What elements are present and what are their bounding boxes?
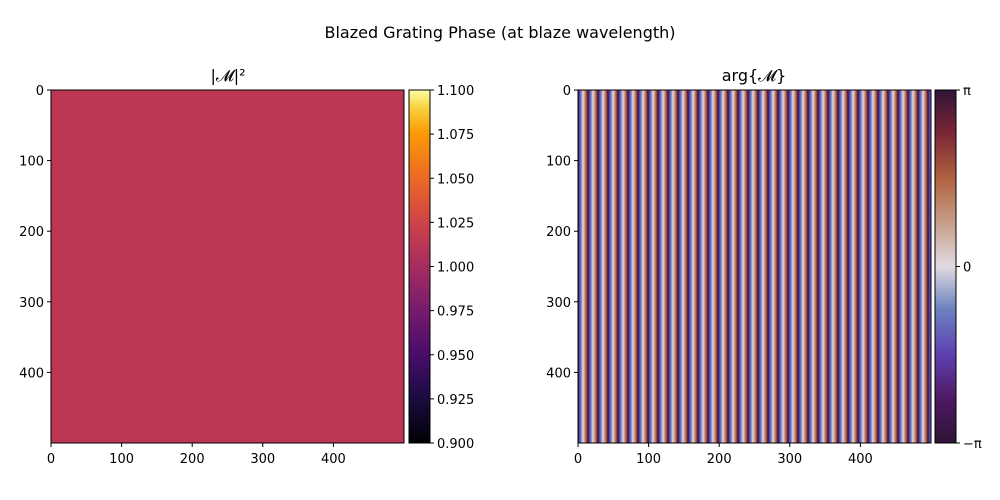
- magnitude-colorbar-tick-label: 1.100: [437, 84, 474, 99]
- magnitude-colorbar-tick-label: 0.925: [437, 393, 474, 408]
- phase-y-tick-label: 0: [563, 84, 571, 99]
- phase-x-tick-label: 200: [707, 452, 732, 467]
- phase-colorbar-gradient: [935, 90, 956, 443]
- phase-title: arg{𝓜}: [722, 66, 787, 85]
- magnitude-colorbar-tick-label: 0.975: [437, 305, 474, 320]
- phase-x-tick-label: 300: [777, 452, 802, 467]
- magnitude-y-tick-label: 100: [19, 155, 44, 170]
- phase-x-tick-label: 0: [574, 452, 582, 467]
- magnitude-y-tick-label: 200: [19, 225, 44, 240]
- magnitude-colorbar-tick-label: 0.900: [437, 437, 474, 452]
- magnitude-colorbar-tick-label: 1.050: [437, 172, 474, 187]
- magnitude-x-tick-label: 400: [321, 452, 346, 467]
- magnitude-x-tick-label: 300: [250, 452, 275, 467]
- phase-y-tick-label: 400: [546, 366, 571, 381]
- phase-x-axis: 0 100 200 300 400: [574, 443, 873, 467]
- phase-x-tick-label: 400: [848, 452, 873, 467]
- magnitude-colorbar-gradient: [409, 90, 430, 443]
- phase-panel: arg{𝓜} 0 100 200 300 400 0 100 200 300 400: [546, 66, 932, 467]
- magnitude-colorbar: 1.100 1.075 1.050 1.025 1.000 0.975 0.950 0.925…: [408, 84, 474, 452]
- magnitude-colorbar-tick-label: 1.025: [437, 216, 474, 231]
- magnitude-y-tick-label: 300: [19, 296, 44, 311]
- phase-y-axis: 0 100 200 300 400: [546, 84, 578, 381]
- phase-y-tick-label: 300: [546, 296, 571, 311]
- magnitude-y-tick-label: 0: [36, 84, 44, 99]
- magnitude-x-tick-label: 0: [47, 452, 55, 467]
- magnitude-colorbar-tick-label: 1.075: [437, 128, 474, 143]
- magnitude-frame: [50, 89, 405, 444]
- magnitude-panel: |𝓜|² 0 100 200 300 400 0 100 200 300 400: [19, 66, 405, 467]
- magnitude-y-axis: 0 100 200 300 400: [19, 84, 51, 381]
- magnitude-colorbar-ticks: 1.100 1.075 1.050 1.025 1.000 0.975 0.950 0.925…: [430, 84, 474, 452]
- phase-x-tick-label: 100: [636, 452, 661, 467]
- phase-colorbar-tick-label: −π: [963, 437, 982, 452]
- phase-colorbar-tick-label: 0: [963, 261, 971, 276]
- magnitude-y-tick-label: 400: [19, 366, 44, 381]
- magnitude-title: |𝓜|²: [210, 66, 245, 85]
- magnitude-x-tick-label: 200: [180, 452, 205, 467]
- phase-y-tick-label: 100: [546, 155, 571, 170]
- phase-colorbar-tick-label: π: [963, 84, 971, 99]
- magnitude-heatmap: [51, 90, 404, 443]
- magnitude-x-tick-label: 100: [109, 452, 134, 467]
- magnitude-x-axis: 0 100 200 300 400: [47, 443, 346, 467]
- magnitude-colorbar-tick-label: 0.950: [437, 349, 474, 364]
- figure-title: Blazed Grating Phase (at blaze wavelengt…: [324, 23, 675, 42]
- phase-frame: [577, 89, 932, 444]
- magnitude-colorbar-tick-label: 1.000: [437, 261, 474, 276]
- phase-colorbar-ticks: π 0 −π: [956, 84, 982, 452]
- phase-heatmap: [578, 90, 931, 443]
- phase-colorbar: π 0 −π: [934, 84, 982, 452]
- phase-y-tick-label: 200: [546, 225, 571, 240]
